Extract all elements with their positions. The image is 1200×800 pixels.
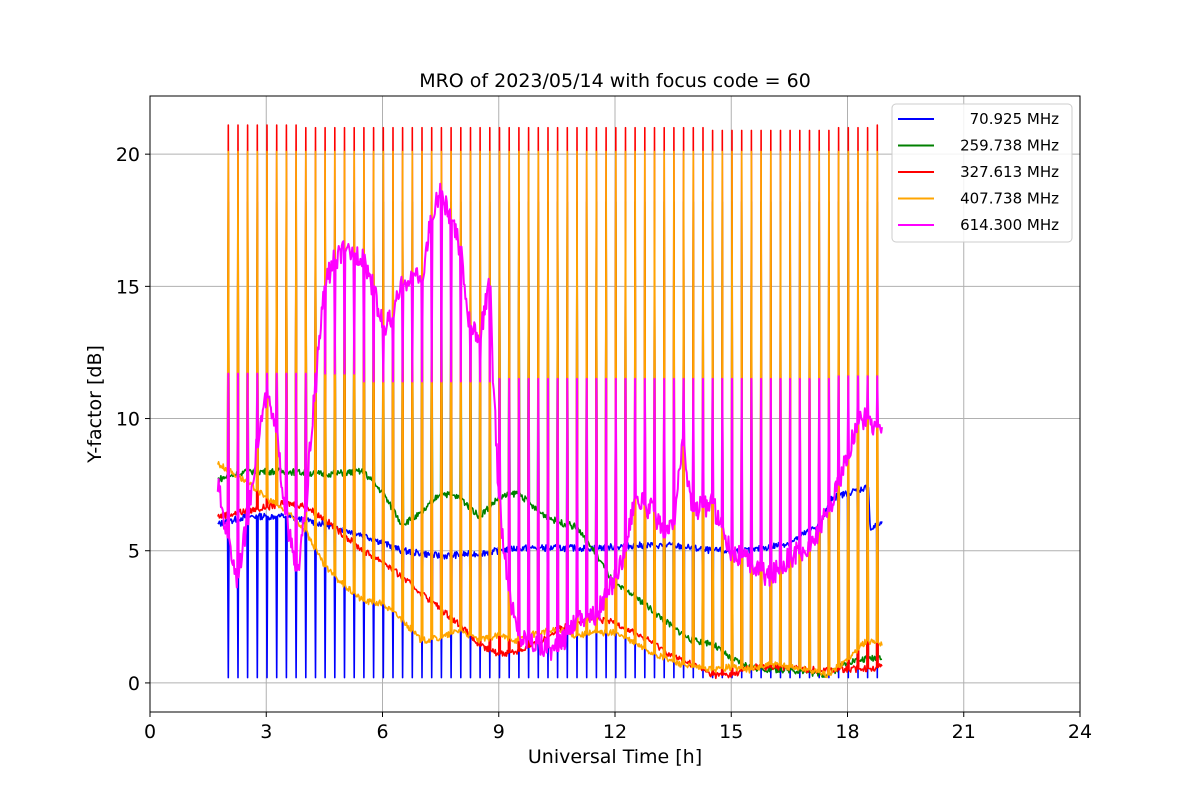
legend-label: 259.738 MHz — [960, 137, 1059, 155]
legend-label: 614.300 MHz — [960, 216, 1059, 234]
series-line — [217, 124, 883, 680]
series-layer — [216, 124, 883, 680]
y-axis-ticks: 0 5 10 15 20 — [116, 144, 150, 695]
x-tick-label: 15 — [719, 721, 743, 743]
x-tick-label: 0 — [144, 721, 156, 743]
legend-box — [891, 103, 1073, 243]
x-tick-label: 12 — [603, 721, 627, 743]
chart-title: MRO of 2023/05/14 with focus code = 60 — [419, 70, 811, 92]
x-tick-label: 18 — [835, 721, 859, 743]
x-tick-label: 9 — [493, 721, 505, 743]
x-tick-label: 21 — [952, 721, 976, 743]
x-tick-label: 24 — [1068, 721, 1092, 743]
legend-label: 327.613 MHz — [960, 163, 1059, 181]
series-line — [217, 201, 883, 678]
y-axis-label: Y-factor [dB] — [84, 345, 106, 464]
series-line — [216, 182, 883, 661]
y-tick-label: 0 — [128, 673, 140, 695]
y-tick-label: 10 — [116, 409, 140, 431]
x-tick-label: 3 — [260, 721, 272, 743]
x-axis-label: Universal Time [h] — [528, 746, 702, 768]
y-tick-label: 15 — [116, 276, 140, 298]
x-axis-ticks: 0 3 6 9 12 15 18 21 24 — [144, 712, 1092, 743]
x-tick-label: 6 — [376, 721, 388, 743]
legend: 70.925 MHz 259.738 MHz 327.613 MHz 407.738 … — [891, 103, 1073, 243]
y-tick-label: 5 — [128, 541, 140, 563]
legend-label: 407.738 MHz — [960, 190, 1059, 208]
legend-items: 70.925 MHz 259.738 MHz 327.613 MHz 407.738 … — [898, 110, 1059, 234]
series-line — [217, 150, 883, 679]
y-tick-label: 20 — [116, 144, 140, 166]
legend-label: 70.925 MHz — [970, 110, 1059, 128]
